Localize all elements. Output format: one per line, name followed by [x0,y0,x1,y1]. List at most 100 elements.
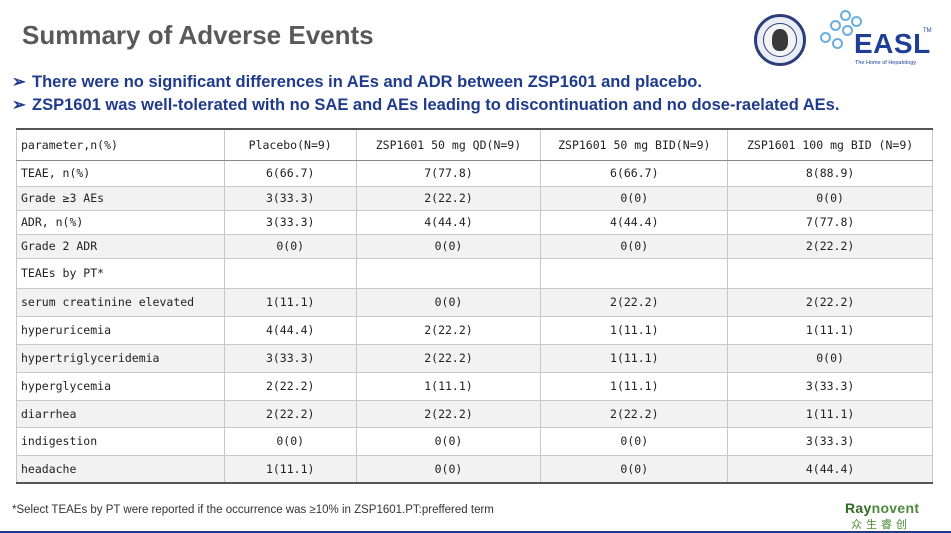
seal-inner-ring [763,23,797,57]
value-cell: 4(44.4) [223,315,357,345]
easl-trademark: TM [923,28,932,34]
table-row: Grade 2 ADR 0(0) 0(0) 0(0) 2(22.2) [16,233,933,259]
table-row: diarrhea 2(22.2) 2(22.2) 2(22.2) 1(11.1) [16,399,933,428]
column-header: ZSP1601 50 mg BID(N=9) [540,128,729,161]
row-label-cell: hyperuricemia [16,315,225,345]
value-cell: 2(22.2) [540,287,729,317]
table-row: hyperglycemia 2(22.2) 1(11.1) 1(11.1) 3(33.3… [16,371,933,401]
table-row: Grade ≥3 AEs 3(33.3) 2(22.2) 0(0) 0(0) [16,185,933,211]
value-cell: 4(44.4) [355,209,542,235]
row-label-cell: hypertriglyceridemia [16,343,225,373]
easl-dot-icon [851,16,862,27]
university-seal-logo [754,14,806,66]
raynovent-logo: Raynovent 众生睿创 [845,500,919,532]
value-cell [355,257,542,289]
value-cell [727,257,933,289]
value-cell: 1(11.1) [540,371,729,401]
value-cell: 0(0) [540,185,729,211]
brand-cn: 众生睿创 [851,519,911,531]
row-label-cell: Grade ≥3 AEs [16,185,225,211]
value-cell: 2(22.2) [355,399,542,428]
value-cell: 0(0) [727,343,933,373]
value-cell: 2(22.2) [540,399,729,428]
easl-dot-icon [840,10,851,21]
table-row: TEAEs by PT* [16,257,933,289]
easl-dot-icon [832,38,843,49]
value-cell: 0(0) [540,454,729,484]
value-cell: 3(33.3) [727,426,933,456]
value-cell: 4(44.4) [540,209,729,235]
table-row: hyperuricemia 4(44.4) 2(22.2) 1(11.1) 1(11.1… [16,315,933,345]
bullet-1: ➢ There were no significant differences i… [12,72,702,92]
value-cell: 6(66.7) [223,159,357,187]
row-label-cell: indigestion [16,426,225,456]
arrow-bullet-icon: ➢ [12,96,26,114]
value-cell: 0(0) [355,426,542,456]
column-header: Placebo(N=9) [223,128,357,161]
value-cell: 2(22.2) [727,287,933,317]
value-cell: 6(66.7) [540,159,729,187]
value-cell: 1(11.1) [727,399,933,428]
row-label-cell: headache [16,454,225,484]
table-row: indigestion 0(0) 0(0) 0(0) 3(33.3) [16,426,933,456]
value-cell: 0(0) [727,185,933,211]
row-label-cell: ADR, n(%) [16,209,225,235]
table-header-row: parameter,n(%) Placebo(N=9) ZSP1601 50 mg … [16,128,933,161]
value-cell: 2(22.2) [223,399,357,428]
bullet-1-text: There were no significant differences in… [32,73,702,91]
value-cell: 2(22.2) [727,233,933,259]
brand-en-suffix: novent [871,500,920,516]
easl-logo: EASL TM The Home of Hepatology [818,10,932,68]
arrow-bullet-icon: ➢ [12,73,26,91]
easl-wordmark: EASL [854,28,931,59]
row-label-cell: diarrhea [16,399,225,428]
value-cell: 7(77.8) [727,209,933,235]
value-cell: 1(11.1) [727,315,933,345]
value-cell: 4(44.4) [727,454,933,484]
value-cell [540,257,729,289]
value-cell: 0(0) [540,426,729,456]
value-cell: 0(0) [223,233,357,259]
table-row: serum creatinine elevated 1(11.1) 0(0) 2(22… [16,287,933,317]
row-label-cell: TEAEs by PT* [16,257,225,289]
value-cell: 1(11.1) [540,315,729,345]
bullet-2-text: ZSP1601 was well-tolerated with no SAE a… [32,96,840,114]
value-cell: 1(11.1) [355,371,542,401]
value-cell: 0(0) [355,233,542,259]
value-cell: 2(22.2) [355,315,542,345]
table-row: TEAE, n(%) 6(66.7) 7(77.8) 6(66.7) 8(88.9) [16,159,933,187]
value-cell: 1(11.1) [540,343,729,373]
value-cell: 7(77.8) [355,159,542,187]
value-cell: 1(11.1) [223,454,357,484]
value-cell: 1(11.1) [223,287,357,317]
easl-dot-icon [820,32,831,43]
adverse-events-table: parameter,n(%) Placebo(N=9) ZSP1601 50 mg … [16,128,933,484]
value-cell [223,257,357,289]
value-cell: 8(88.9) [727,159,933,187]
footnote: *Select TEAEs by PT were reported if the… [12,504,494,516]
easl-dot-icon [830,20,841,31]
value-cell: 3(33.3) [727,371,933,401]
slide-title: Summary of Adverse Events [22,20,374,50]
easl-tagline: The Home of Hepatology [855,60,917,66]
brand-en-prefix: Ray [845,500,872,516]
value-cell: 0(0) [540,233,729,259]
bottom-divider [0,531,951,533]
value-cell: 2(22.2) [355,343,542,373]
bullet-2: ➢ ZSP1601 was well-tolerated with no SAE … [12,95,839,115]
value-cell: 2(22.2) [355,185,542,211]
value-cell: 0(0) [355,454,542,484]
table-row: headache 1(11.1) 0(0) 0(0) 4(44.4) [16,454,933,484]
table-row: ADR, n(%) 3(33.3) 4(44.4) 4(44.4) 7(77.8) [16,209,933,235]
column-header: parameter,n(%) [16,128,225,161]
value-cell: 2(22.2) [223,371,357,401]
row-label-cell: hyperglycemia [16,371,225,401]
value-cell: 3(33.3) [223,343,357,373]
value-cell: 3(33.3) [223,185,357,211]
value-cell: 3(33.3) [223,209,357,235]
easl-dot-icon [842,25,853,36]
table-row: hypertriglyceridemia 3(33.3) 2(22.2) 1(11.1… [16,343,933,373]
row-label-cell: serum creatinine elevated [16,287,225,317]
column-header: ZSP1601 50 mg QD(N=9) [355,128,542,161]
value-cell: 0(0) [223,426,357,456]
